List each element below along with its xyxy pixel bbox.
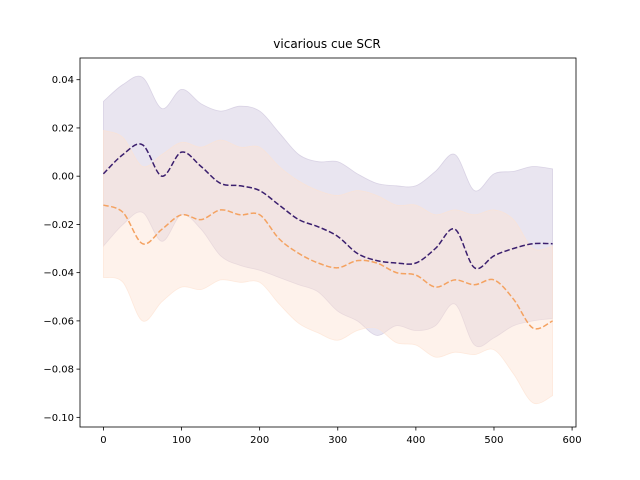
y-tick-label: −0.06: [43, 316, 74, 327]
x-tick-label: 0: [100, 435, 106, 446]
x-tick-label: 600: [563, 435, 582, 446]
y-tick-label: −0.02: [43, 220, 74, 231]
x-tick-label: 100: [172, 435, 191, 446]
series-2-line: [103, 204, 553, 330]
y-tick-label: −0.10: [43, 413, 74, 424]
confidence-bands: [103, 75, 553, 405]
x-tick-label: 200: [250, 435, 269, 446]
y-tick-label: 0.02: [52, 123, 74, 134]
y-tick-label: 0.04: [52, 75, 74, 86]
chart-title: vicarious cue SCR: [273, 37, 380, 51]
x-tick-label: 300: [328, 435, 347, 446]
y-tick-label: 0.00: [52, 172, 74, 183]
y-tick-label: −0.04: [43, 268, 74, 279]
series-1-line: [102, 143, 553, 270]
y-tick-label: −0.08: [43, 365, 74, 376]
x-tick-label: 400: [406, 435, 425, 446]
x-tick-label: 500: [484, 435, 503, 446]
plot-frame: [79, 57, 577, 428]
series-lines: [102, 143, 553, 330]
axes: 0 100 200 300 400 500 600 −0.10 −0.08 −0.06 −0.04 −…: [43, 57, 582, 446]
